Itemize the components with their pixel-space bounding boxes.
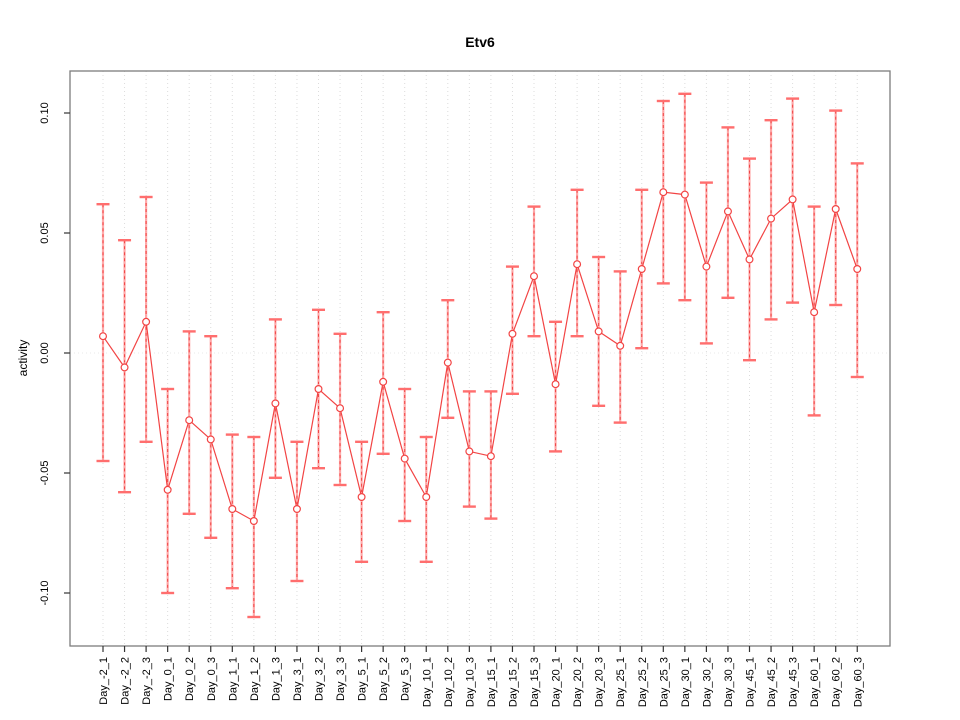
data-point-marker	[508, 329, 517, 338]
error-bars	[96, 92, 864, 619]
data-point-marker	[616, 341, 625, 350]
error-bar	[527, 205, 541, 338]
x-tick-label: Day_10_2	[443, 657, 455, 707]
data-point-marker	[529, 272, 538, 281]
x-tick-label: Day_25_1	[615, 657, 627, 707]
axis-ticks-and-labels: -0.10 -0.05 0.00 0.05 0.10 Day_-2_1 Day_-2_2 Da…	[39, 102, 864, 707]
data-point-marker	[594, 327, 603, 336]
y-tick-label: 0.05	[39, 222, 51, 243]
x-tick-label: Day_60_2	[831, 657, 843, 707]
x-tick-label: Day_5_2	[378, 657, 390, 701]
data-point-marker	[357, 493, 366, 502]
data-point-marker	[573, 260, 582, 269]
series-polyline	[102, 191, 858, 522]
data-point-marker	[98, 332, 107, 341]
data-point-marker	[745, 255, 754, 264]
x-tick-label: Day_-2_1	[98, 657, 110, 705]
x-tick-label: Day_60_3	[852, 657, 864, 707]
data-point-marker	[163, 485, 172, 494]
y-tick-label: -0.10	[39, 580, 51, 605]
data-point-marker	[185, 416, 194, 425]
x-tick-label: Day_3_2	[314, 657, 326, 701]
y-tick-label: -0.05	[39, 460, 51, 485]
data-point-marker	[788, 195, 797, 204]
x-tick-label: Day_45_2	[766, 657, 778, 707]
x-tick-label: Day_15_3	[529, 657, 541, 707]
plot-border	[69, 70, 891, 647]
data-point-marker	[486, 452, 495, 461]
x-tick-label: Day_-2_2	[120, 657, 132, 705]
data-point-marker	[853, 265, 862, 274]
data-point-marker	[659, 188, 668, 197]
plot-frame	[69, 70, 891, 647]
x-tick-label: Day_25_3	[658, 657, 670, 707]
series-line	[102, 191, 858, 522]
error-bar	[247, 435, 261, 619]
x-tick-label: Day_0_1	[163, 657, 175, 701]
x-tick-label: Day_3_1	[292, 657, 304, 701]
x-tick-label: Day_10_3	[464, 657, 476, 707]
data-point-marker	[465, 447, 474, 456]
chart-title: Etv6	[465, 34, 495, 50]
x-tick-label: Day_0_2	[184, 657, 196, 701]
data-point-marker	[228, 505, 237, 514]
x-tick-label: Day_45_1	[745, 657, 757, 707]
y-tick-label: 0.10	[39, 102, 51, 123]
x-tick-label: Day_30_2	[701, 657, 713, 707]
data-point-marker	[400, 454, 409, 463]
x-tick-label: Day_30_3	[723, 657, 735, 707]
x-tick-label: Day_20_2	[572, 657, 584, 707]
data-point-marker	[142, 317, 151, 326]
x-tick-label: Day_60_1	[809, 657, 821, 707]
x-tick-label: Day_25_2	[637, 657, 649, 707]
x-tick-label: Day_20_1	[551, 657, 563, 707]
data-point-marker	[831, 205, 840, 214]
data-points	[98, 188, 862, 525]
x-tick-label: Day_15_1	[486, 657, 498, 707]
x-tick-label: Day_5_1	[357, 657, 369, 701]
data-point-marker	[702, 262, 711, 271]
x-tick-label: Day_0_3	[206, 657, 218, 701]
error-bar	[268, 318, 282, 479]
data-point-marker	[271, 399, 280, 408]
error-bar	[355, 440, 369, 563]
x-tick-label: Day_45_3	[788, 657, 800, 707]
y-axis-title: activity	[16, 340, 30, 377]
x-tick-label: Day_-2_3	[141, 657, 153, 705]
data-point-marker	[120, 363, 129, 372]
data-point-marker	[723, 207, 732, 216]
x-tick-label: Day_1_1	[227, 657, 239, 701]
x-tick-label: Day_15_2	[507, 657, 519, 707]
data-point-marker	[767, 214, 776, 223]
data-point-marker	[336, 404, 345, 413]
data-point-marker	[379, 377, 388, 386]
y-tick-label: 0.00	[39, 342, 51, 363]
x-tick-label: Day_1_3	[270, 657, 282, 701]
data-point-marker	[551, 380, 560, 389]
x-tick-label: Day_20_3	[594, 657, 606, 707]
data-point-marker	[637, 265, 646, 274]
x-tick-label: Day_5_3	[400, 657, 412, 701]
x-tick-label: Day_1_2	[249, 657, 261, 701]
data-point-marker	[206, 435, 215, 444]
data-point-marker	[422, 493, 431, 502]
x-tick-label: Day_30_1	[680, 657, 692, 707]
x-tick-label: Day_3_3	[335, 657, 347, 701]
data-point-marker	[249, 516, 258, 525]
data-point-marker	[680, 190, 689, 199]
data-point-marker	[810, 308, 819, 317]
x-tick-label: Day_10_1	[421, 657, 433, 707]
data-point-marker	[314, 385, 323, 394]
data-point-marker	[443, 358, 452, 367]
plot-gridlines	[70, 71, 890, 646]
data-point-marker	[292, 505, 301, 514]
